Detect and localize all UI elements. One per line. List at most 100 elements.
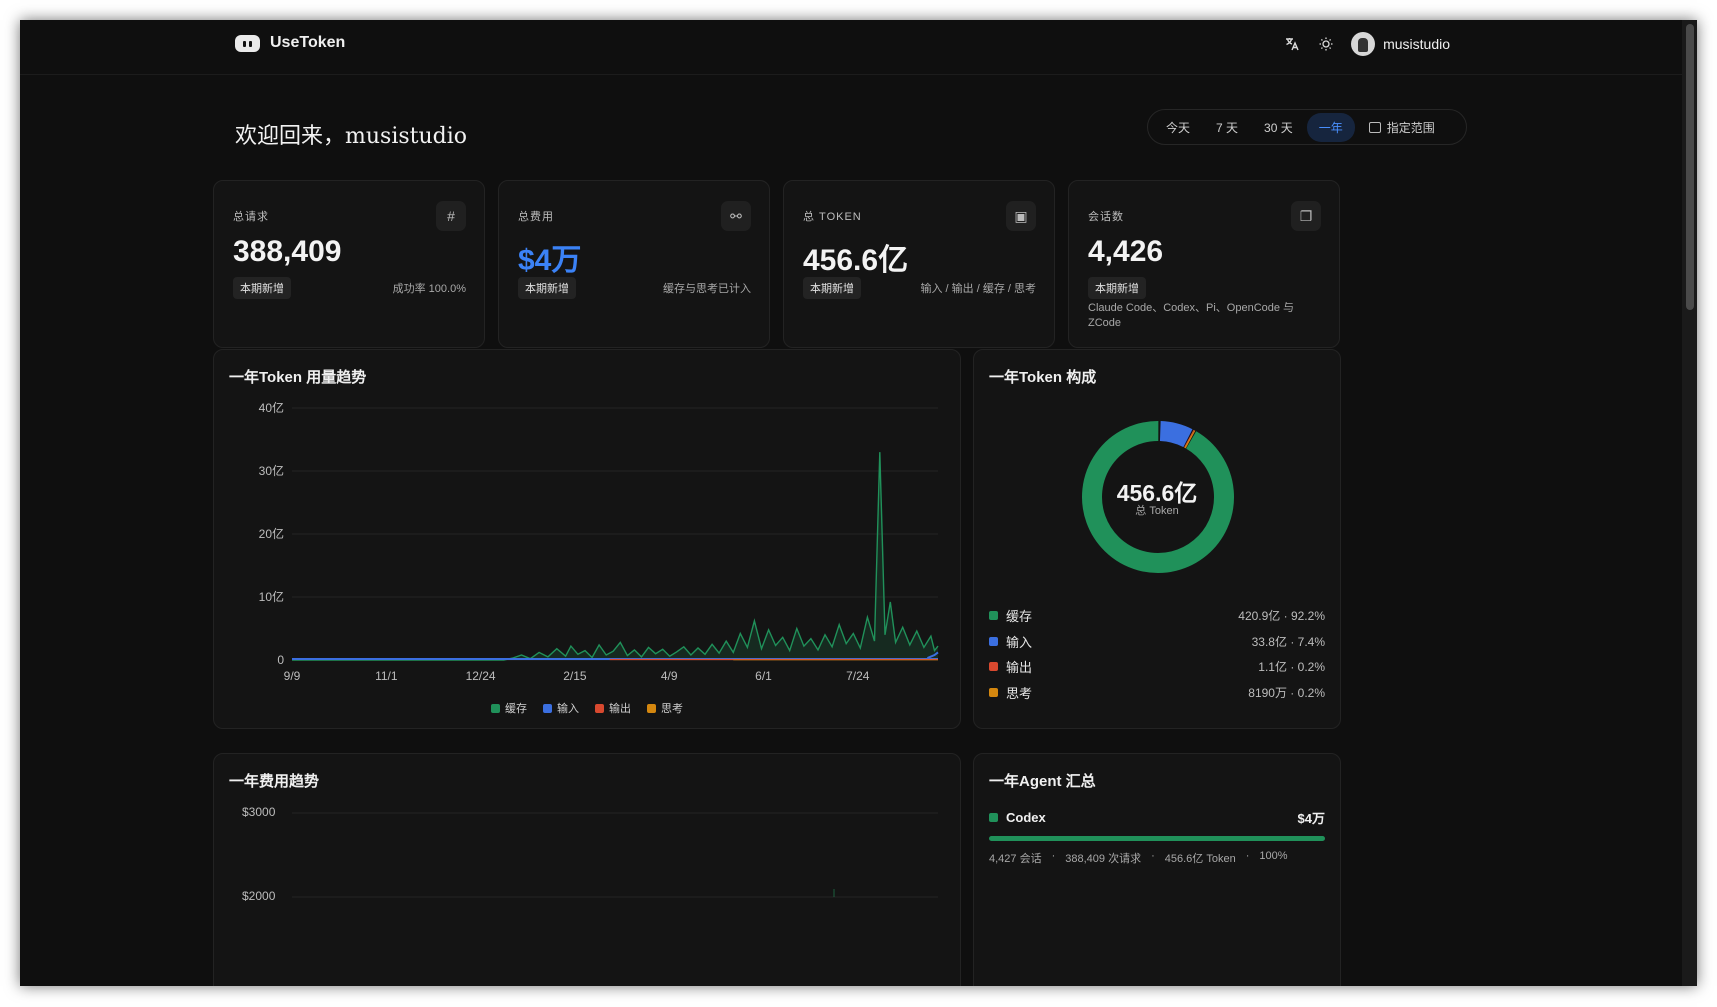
stat-label: 总 TOKEN [803,211,862,223]
xtick-label: 7/24 [846,669,870,683]
stat-value: 4,426 [1088,235,1164,268]
donut-slice-input [1159,421,1193,448]
stat-card-tokens: 总 TOKEN ▣ 456.6亿 本期新增 输入 / 输出 / 缓存 / 思考 [783,180,1055,348]
xtick-label: 4/9 [661,669,678,683]
composition-value: 8190万 · 0.2% [1248,685,1325,700]
legend-label: 输出 [609,703,631,715]
separator: · [1151,850,1155,862]
panel-title: 一年Token 构成 [989,369,1097,386]
swatch [989,610,998,620]
cpu-icon: ▣ [1006,201,1036,231]
donut-slice-thinking [1184,430,1196,449]
composition-value: 1.1亿 · 0.2% [1258,659,1325,674]
range-custom-button[interactable]: 指定范围 [1357,113,1447,142]
donut-center-value: 456.6亿 [1116,480,1198,506]
legend-label: 输入 [557,703,579,715]
ytick-label: 30亿 [259,463,284,478]
agent-swatch [989,813,998,822]
agent-name: Codex [1006,810,1046,825]
agent-stat-requests: 388,409 次请求 [1065,853,1142,865]
swatch [989,636,998,646]
ytick-label: 20亿 [259,526,284,541]
agent-share-fill [989,836,1325,841]
agent-cost: $4万 [1297,811,1325,826]
stat-value: 456.6亿 [803,244,909,277]
stat-value: $4万 [518,244,582,277]
scrollbar-thumb[interactable] [1686,24,1694,310]
xtick-label: 12/24 [466,669,496,683]
panel-title: 一年Agent 汇总 [989,773,1096,790]
stat-note: 成功率 100.0% [392,283,466,295]
agent-stat-share: 100% [1259,850,1288,862]
top-actions: musistudio [1283,32,1450,56]
brand-logo-icon [235,34,260,52]
top-navbar: UseToken musistudio [20,20,1682,75]
legend-swatch [543,703,552,713]
stat-value: 388,409 [233,235,342,268]
stat-badge: 本期新增 [1088,277,1146,299]
agent-stat-sessions: 4,427 会话 [989,853,1042,865]
xtick-label: 6/1 [755,669,772,683]
stat-badge: 本期新增 [233,277,291,299]
link-icon: ⚯ [721,201,751,231]
legend-item-cache[interactable]: 缓存 [491,700,527,716]
series-line-input-tail [926,651,939,660]
cost-trend-panel: 一年费用趋势 $3000 $2000 [213,753,961,986]
ytick-label: 40亿 [259,400,284,415]
translate-icon[interactable] [1283,35,1301,53]
composition-name: 输入 [1006,634,1033,650]
composition-value: 420.9亿 · 92.2% [1238,608,1325,623]
legend-item-input[interactable]: 输入 [543,700,579,716]
usage-trend-panel: 一年Token 用量趋势 0 10亿 20亿 30亿 40亿 9/9 11/1 12/24 2/… [213,349,961,729]
composition-name: 思考 [1006,685,1033,701]
user-menu[interactable]: musistudio [1351,32,1450,56]
app-window: UseToken musistudio 欢迎回来，musistudio [20,20,1697,986]
legend-item-output[interactable]: 输出 [595,700,631,716]
ytick-label: 10亿 [259,589,284,604]
stat-note: 输入 / 输出 / 缓存 / 思考 [920,283,1036,295]
donut-slice-cache [1082,420,1234,573]
cost-ytick-label: $3000 [242,805,276,819]
ytick-label: 0 [277,653,284,667]
stat-label: 会话数 [1088,211,1124,223]
cost-trend-chart [292,812,938,898]
xtick-label: 2/15 [563,669,587,683]
range-7d-button[interactable]: 7 天 [1216,120,1239,135]
composition-row-cache: 缓存 420.9亿 · 92.2% [989,605,1325,625]
stat-note: 缓存与思考已计入 [663,283,751,295]
usage-legend: 缓存 输入 输出 思考 [491,700,683,716]
usage-trend-chart: 0 10亿 20亿 30亿 40亿 9/9 11/1 12/24 2/15 4/9 6/1 7/24 [259,400,939,683]
user-name: musistudio [1383,36,1450,52]
range-custom-label: 指定范围 [1386,120,1435,135]
range-30d-button[interactable]: 30 天 [1264,120,1293,135]
cost-ytick-label: $2000 [242,889,276,903]
xtick-label: 9/9 [284,669,301,683]
donut-center-label: 总 Token [1135,505,1179,517]
legend-item-thinking[interactable]: 思考 [647,700,683,716]
legend-label: 缓存 [505,703,527,715]
stat-card-sessions: 会话数 ❐ 4,426 本期新增 Claude Code、Codex、Pi、Op… [1068,180,1340,348]
hash-icon: # [436,201,466,231]
brand-name: UseToken [270,34,346,51]
agent-row-codex[interactable]: Codex $4万 [989,808,1325,827]
xtick-label: 11/1 [375,669,398,683]
composition-value: 33.8亿 · 7.4% [1251,634,1325,649]
legend-label: 思考 [661,703,683,715]
panel-title: 一年Token 用量趋势 [229,369,367,386]
stat-badge: 本期新增 [803,277,861,299]
stat-card-requests: 总请求 # 388,409 本期新增 成功率 100.0% [213,180,485,348]
scrollbar[interactable] [1682,20,1697,986]
panel-title: 一年费用趋势 [229,773,320,790]
agent-summary-panel: 一年Agent 汇总 Codex $4万 4,427 会话 · 388,409 … [973,753,1341,986]
stat-label: 总请求 [233,211,269,223]
brand[interactable]: UseToken [235,34,345,52]
token-composition-panel: 一年Token 构成 456.6亿 总 Token 缓存 420.9亿 · 92.… [973,349,1341,729]
stat-badge: 本期新增 [518,277,576,299]
date-range-selector: 今天 7 天 30 天 一年 指定范围 [1147,109,1467,145]
separator: · [1245,850,1250,862]
composition-row-output: 输出 1.1亿 · 0.2% [989,656,1325,676]
range-1y-button[interactable]: 一年 [1306,112,1355,142]
range-today-button[interactable]: 今天 [1166,120,1191,135]
theme-toggle-sun-icon[interactable] [1317,35,1335,53]
composition-name: 输出 [1006,659,1033,675]
